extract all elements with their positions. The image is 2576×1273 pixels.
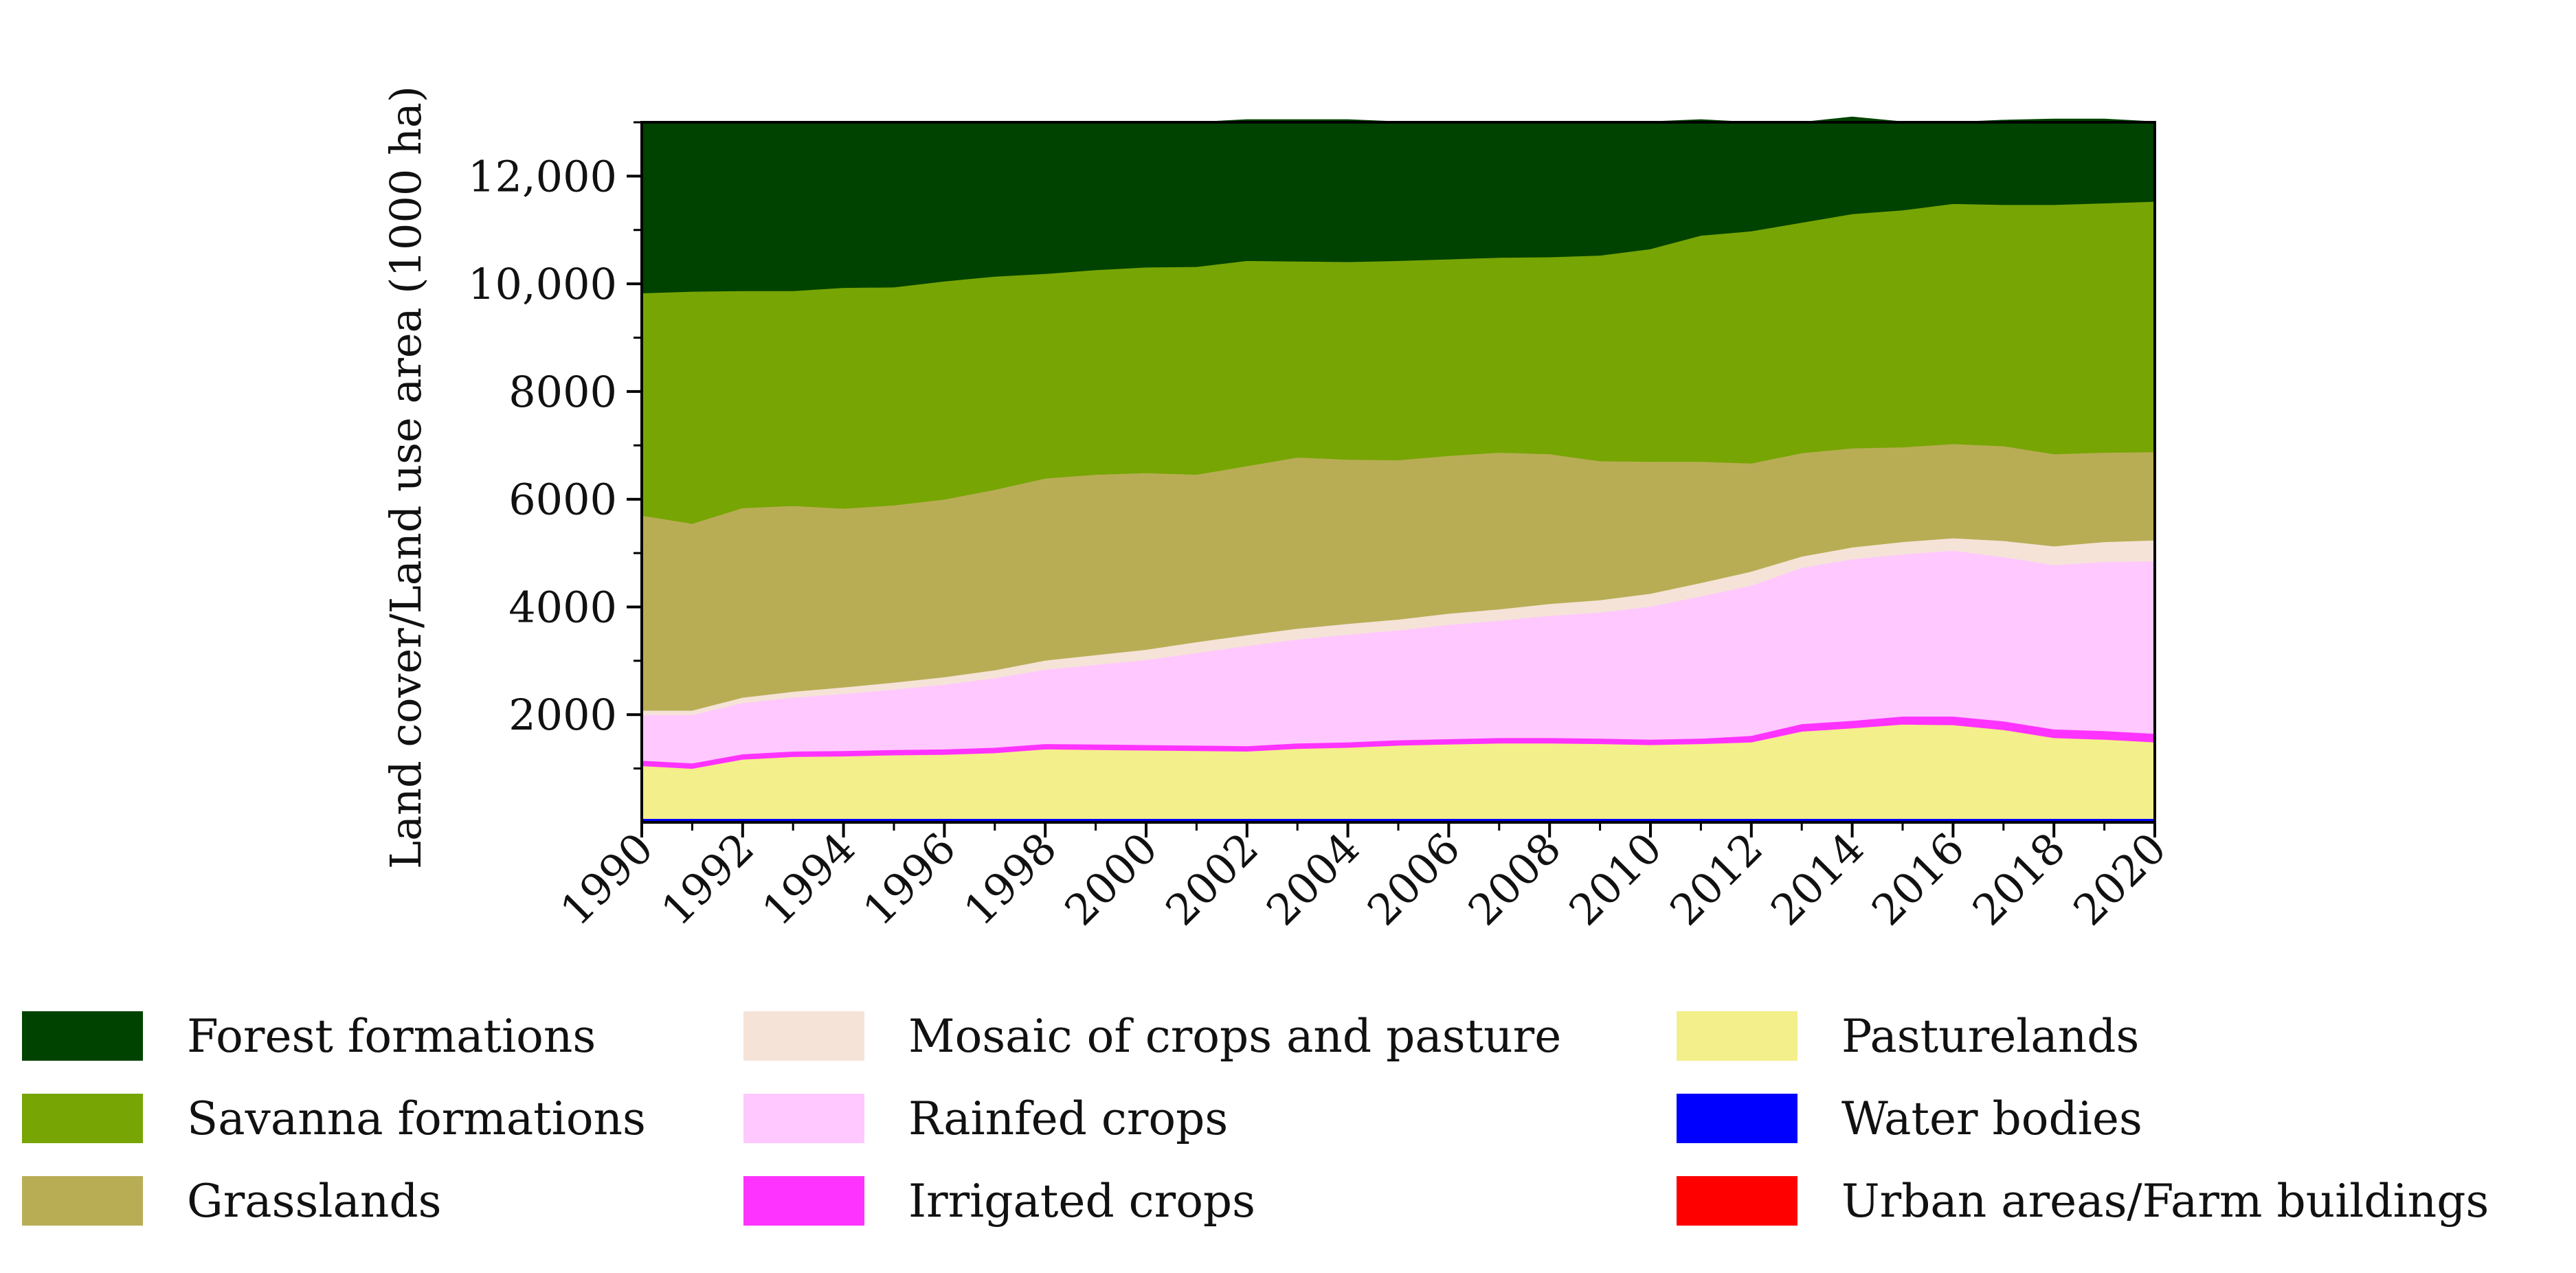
legend-item: Urban areas/Farm buildings (1677, 1175, 2489, 1228)
legend-swatch-mosaic-of-crops-and-pasture (743, 1011, 864, 1061)
legend-swatch-pasturelands (1677, 1011, 1797, 1061)
x-tick-label: 2004 (1257, 823, 1369, 935)
legend-item: Forest formations (22, 1010, 596, 1063)
legend-label: Savanna formations (187, 1092, 646, 1145)
legend-swatch-water-bodies (1677, 1094, 1797, 1143)
legend-swatch-forest-formations (22, 1011, 143, 1061)
x-tick-label: 2006 (1358, 823, 1470, 935)
x-tick-label: 2010 (1559, 823, 1671, 935)
legend-swatch-grasslands (22, 1176, 143, 1226)
x-tick-label: 2020 (2063, 823, 2175, 935)
legend: Forest formations Savanna formations Grass… (22, 1010, 2489, 1228)
y-tick-label: 12,000 (468, 151, 617, 201)
y-tick-label: 10,000 (468, 259, 617, 309)
y-tick-label: 6000 (508, 475, 617, 525)
x-tick-label: 2018 (1963, 823, 2075, 935)
y-tick-label: 2000 (508, 690, 617, 740)
legend-item: Savanna formations (22, 1092, 646, 1145)
area-series-group (641, 116, 2155, 823)
legend-swatch-irrigated-crops (743, 1176, 864, 1226)
y-axis-title: Land cover/Land use area (1000 ha) (381, 86, 431, 869)
legend-swatch-rainfed-crops (743, 1094, 864, 1143)
legend-swatch-savanna-formations (22, 1094, 143, 1143)
legend-item: Pasturelands (1677, 1010, 2139, 1063)
legend-label: Grasslands (187, 1175, 441, 1228)
legend-label: Forest formations (187, 1010, 596, 1063)
x-tick-label: 1992 (651, 823, 763, 935)
legend-item: Mosaic of crops and pasture (743, 1010, 1561, 1063)
x-tick-label: 1990 (550, 823, 662, 935)
x-tick-label: 1994 (752, 823, 864, 935)
x-tick-label: 1998 (954, 823, 1066, 935)
legend-label: Irrigated crops (908, 1175, 1255, 1228)
x-axis: 1990199219941996199820002002200420062008… (550, 822, 2176, 935)
legend-label: Water bodies (1841, 1092, 2142, 1145)
legend-swatch-urban-areas-farm-buildings (1677, 1176, 1797, 1226)
legend-label: Mosaic of crops and pasture (908, 1010, 1561, 1063)
legend-label: Pasturelands (1841, 1010, 2139, 1063)
x-tick-label: 2014 (1761, 823, 1873, 935)
legend-item: Rainfed crops (743, 1092, 1228, 1145)
y-axis: 2000 4000 6000 8000 10,000 12,000 (468, 121, 642, 770)
y-tick-label: 8000 (508, 367, 617, 417)
x-tick-label: 2012 (1660, 823, 1772, 935)
legend-item: Grasslands (22, 1175, 441, 1228)
legend-item: Water bodies (1677, 1092, 2142, 1145)
legend-label: Urban areas/Farm buildings (1841, 1175, 2489, 1228)
x-tick-label: 2000 (1055, 823, 1167, 935)
legend-label: Rainfed crops (908, 1092, 1228, 1145)
x-tick-label: 2002 (1156, 823, 1268, 935)
legend-item: Irrigated crops (743, 1175, 1255, 1228)
x-tick-label: 1996 (853, 823, 965, 935)
x-tick-label: 2008 (1459, 823, 1571, 935)
y-tick-label: 4000 (508, 582, 617, 632)
x-tick-label: 2016 (1862, 823, 1974, 935)
